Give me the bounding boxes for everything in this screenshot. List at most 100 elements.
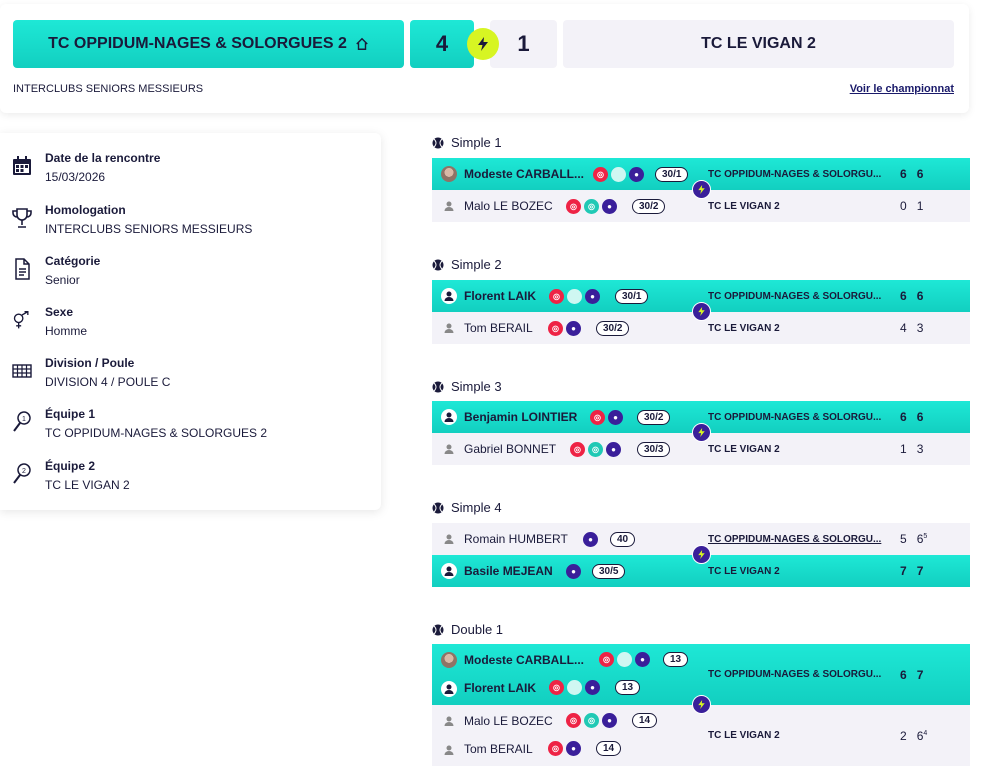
badge-icon: ◎ <box>584 198 599 214</box>
tennis-ball-icon <box>432 624 444 635</box>
svg-text:1: 1 <box>22 416 26 423</box>
bolt-icon <box>692 545 711 564</box>
team-name: TC LE VIGAN 2 <box>708 200 780 212</box>
info-division-label: Division / Poule <box>45 356 135 370</box>
competition-label: INTERCLUBS SENIORS MESSIEURS <box>13 83 204 95</box>
player-name[interactable]: Florent LAIK <box>464 289 536 303</box>
player-badges: ◎ ◎ ● <box>566 198 617 214</box>
player-badges: ● <box>583 531 598 547</box>
match-title: Simple 2 <box>432 257 502 272</box>
badge-icon <box>611 166 626 182</box>
set-score: 0 <box>900 199 907 213</box>
user-icon <box>441 742 457 758</box>
badge-icon <box>567 288 582 304</box>
badge-icon: ◎ <box>548 741 563 756</box>
user-icon <box>441 531 457 547</box>
match-title-text: Simple 4 <box>451 500 502 515</box>
player-badges: ● <box>566 563 581 579</box>
ranking-badge: 30/1 <box>655 166 689 182</box>
document-icon <box>15 258 30 280</box>
set-score: 1 <box>900 442 907 456</box>
info-homologation-value: INTERCLUBS SENIORS MESSIEURS <box>45 222 253 236</box>
ranking-badge: 30/3 <box>637 441 671 457</box>
ranking-badge: 30/2 <box>632 198 666 214</box>
badge-icon: ◎ <box>549 680 564 695</box>
racket-2-icon: 2 <box>13 463 31 484</box>
tiebreak-score: 5 <box>923 533 928 540</box>
player-name[interactable]: Benjamin LOINTIER <box>464 410 578 424</box>
user-icon <box>441 563 457 579</box>
player-name[interactable]: Tom BERAIL <box>464 321 533 335</box>
player-badges: ◎ ● <box>549 288 600 304</box>
championship-link[interactable]: Voir le championnat <box>849 83 954 95</box>
set-score: 6 <box>900 667 907 682</box>
set-score: 3 <box>916 321 924 335</box>
team-name-link[interactable]: TC OPPIDUM-NAGES & SOLORGU... <box>708 533 882 545</box>
ranking-badge: 30/2 <box>637 409 671 425</box>
bolt-icon <box>692 302 711 321</box>
team-name: TC OPPIDUM-NAGES & SOLORGU... <box>708 411 882 423</box>
info-equipe2-value: TC LE VIGAN 2 <box>45 478 130 492</box>
bolt-icon <box>692 695 711 714</box>
player-name[interactable]: Basile MEJEAN <box>464 564 553 578</box>
user-icon <box>441 288 457 304</box>
match-title: Double 1 <box>432 622 503 637</box>
player-name[interactable]: Malo LE BOZEC <box>464 199 553 213</box>
player-badges: ◎ ● <box>590 409 623 425</box>
badge-icon: ● <box>585 680 600 695</box>
user-icon <box>441 198 457 214</box>
badge-icon: ◎ <box>590 409 605 425</box>
set-scores: 5 65 <box>900 532 927 546</box>
home-icon <box>356 37 368 50</box>
info-categorie-label: Catégorie <box>45 254 101 268</box>
match-info-card: Date de la rencontre 15/03/2026 Homologa… <box>0 133 381 510</box>
team-row[interactable]: Modeste CARBALL... ◎ ● 13 Florent LAIK ◎ ●… <box>432 644 970 705</box>
badge-icon: ◎ <box>599 652 614 667</box>
player-name[interactable]: Romain HUMBERT <box>464 532 568 546</box>
player-name[interactable]: Modeste CARBALL... <box>464 167 584 181</box>
away-score: 1 <box>490 20 557 68</box>
info-equipe2-label: Équipe 2 <box>45 459 96 473</box>
badge-icon: ● <box>583 531 598 547</box>
home-team-banner[interactable]: TC OPPIDUM-NAGES & SOLORGUES 2 <box>13 20 404 68</box>
set-score-tiebreak: 64 <box>917 729 928 743</box>
away-team-banner[interactable]: TC LE VIGAN 2 <box>563 20 954 68</box>
badge-icon: ● <box>566 741 581 756</box>
player-badges: ◎ ● <box>548 741 581 756</box>
set-score: 7 <box>900 564 907 578</box>
info-equipe1-label: Équipe 1 <box>45 407 96 421</box>
ranking-badge: 14 <box>632 713 658 728</box>
info-sexe: Sexe Homme <box>0 305 381 345</box>
badge-icon: ◎ <box>584 713 599 728</box>
match-title-text: Simple 1 <box>451 135 502 150</box>
racket-1-icon: 1 <box>13 411 31 432</box>
set-scores: 2 64 <box>900 729 927 743</box>
player-name[interactable]: Gabriel BONNET <box>464 442 557 456</box>
set-score: 6 <box>900 289 907 303</box>
tennis-ball-icon <box>432 502 444 513</box>
badge-icon: ◎ <box>593 166 608 182</box>
player-name[interactable]: Malo LE BOZEC <box>464 714 553 728</box>
player-badges: ◎ ● <box>599 652 650 667</box>
user-icon <box>441 320 457 336</box>
player-name[interactable]: Modeste CARBALL... <box>464 653 584 667</box>
ranking-badge: 30/5 <box>592 563 626 579</box>
info-categorie-value: Senior <box>45 273 80 287</box>
team-row[interactable]: Malo LE BOZEC ◎ ◎ ● 14 Tom BERAIL ◎ ● 14 TC… <box>432 705 970 766</box>
set-score: 4 <box>900 321 907 335</box>
info-date: Date de la rencontre 15/03/2026 <box>0 151 381 191</box>
user-icon <box>441 713 457 729</box>
player-name[interactable]: Tom BERAIL <box>464 742 533 756</box>
ranking-badge: 30/1 <box>615 288 649 304</box>
info-division-value: DIVISION 4 / POULE C <box>45 375 171 389</box>
player-name[interactable]: Florent LAIK <box>464 681 536 695</box>
info-sexe-value: Homme <box>45 324 88 338</box>
set-score: 7 <box>916 667 924 682</box>
info-equipe1-value: TC OPPIDUM-NAGES & SOLORGUES 2 <box>45 426 268 440</box>
badge-icon: ● <box>629 166 644 182</box>
